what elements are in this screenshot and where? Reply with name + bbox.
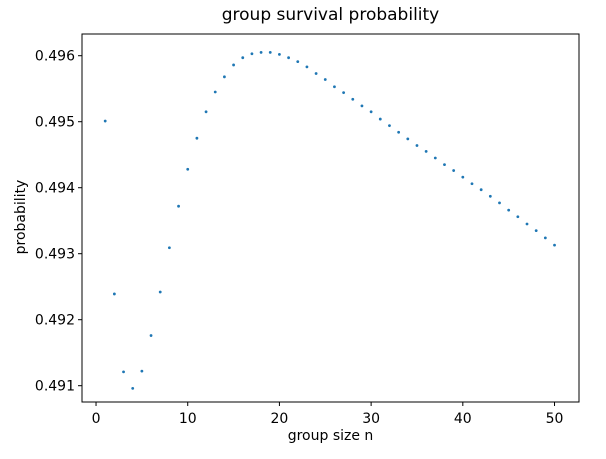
y-axis-label: probability <box>13 179 29 255</box>
data-point <box>534 229 538 233</box>
data-point <box>543 236 547 240</box>
data-point <box>204 110 208 114</box>
x-axis-label: group size n <box>287 428 374 444</box>
data-point <box>323 78 327 81</box>
x-tick-label: 30 <box>362 411 380 427</box>
data-point <box>488 194 492 198</box>
data-point <box>149 334 153 337</box>
data-point <box>516 215 520 219</box>
data-point <box>397 130 401 134</box>
data-point <box>415 144 419 147</box>
x-tick-label: 10 <box>179 411 197 427</box>
data-point <box>140 369 144 373</box>
data-point <box>406 137 410 141</box>
data-point <box>388 124 391 128</box>
y-tick-label: 0.493 <box>35 247 75 263</box>
data-point <box>177 204 180 208</box>
data-point <box>443 163 446 167</box>
data-point <box>553 243 556 247</box>
data-point <box>461 175 465 179</box>
data-point <box>122 370 125 374</box>
y-tick-label: 0.492 <box>35 313 75 329</box>
data-point <box>305 65 309 69</box>
plot-border <box>81 33 580 403</box>
y-tick-label: 0.491 <box>35 379 75 395</box>
data-point <box>507 208 511 212</box>
data-point <box>278 52 281 56</box>
data-point <box>470 182 474 186</box>
data-point <box>287 56 290 60</box>
x-tick-label: 50 <box>546 411 564 427</box>
y-tick-label: 0.495 <box>35 115 75 131</box>
data-point <box>103 119 107 123</box>
data-point <box>342 91 346 95</box>
data-point <box>186 167 190 171</box>
data-point <box>424 150 428 153</box>
data-point <box>314 72 318 75</box>
data-point <box>360 104 364 108</box>
data-point <box>479 188 483 192</box>
data-point <box>167 246 171 250</box>
data-point <box>525 222 529 226</box>
data-point <box>452 169 456 172</box>
y-tick-label: 0.494 <box>35 181 75 197</box>
x-tick-label: 20 <box>271 411 289 427</box>
data-point <box>378 117 382 121</box>
data-point <box>498 201 501 205</box>
data-point <box>296 60 300 64</box>
x-tick-label: 0 <box>92 411 101 427</box>
data-point <box>112 292 116 296</box>
data-point <box>241 56 245 60</box>
data-point <box>223 75 226 79</box>
chart-title: group survival probability <box>221 5 440 25</box>
data-point <box>333 85 336 89</box>
y-tick-label: 0.496 <box>35 49 75 65</box>
data-point <box>158 290 162 294</box>
data-point <box>131 386 135 390</box>
data-point <box>369 110 373 114</box>
data-point <box>259 51 263 54</box>
data-point <box>250 52 254 56</box>
data-point <box>213 90 217 94</box>
x-tick-label: 40 <box>454 411 472 427</box>
data-point <box>351 97 355 101</box>
data-point <box>433 156 437 160</box>
data-point <box>232 63 235 67</box>
data-point <box>195 136 199 140</box>
data-point <box>268 51 272 54</box>
